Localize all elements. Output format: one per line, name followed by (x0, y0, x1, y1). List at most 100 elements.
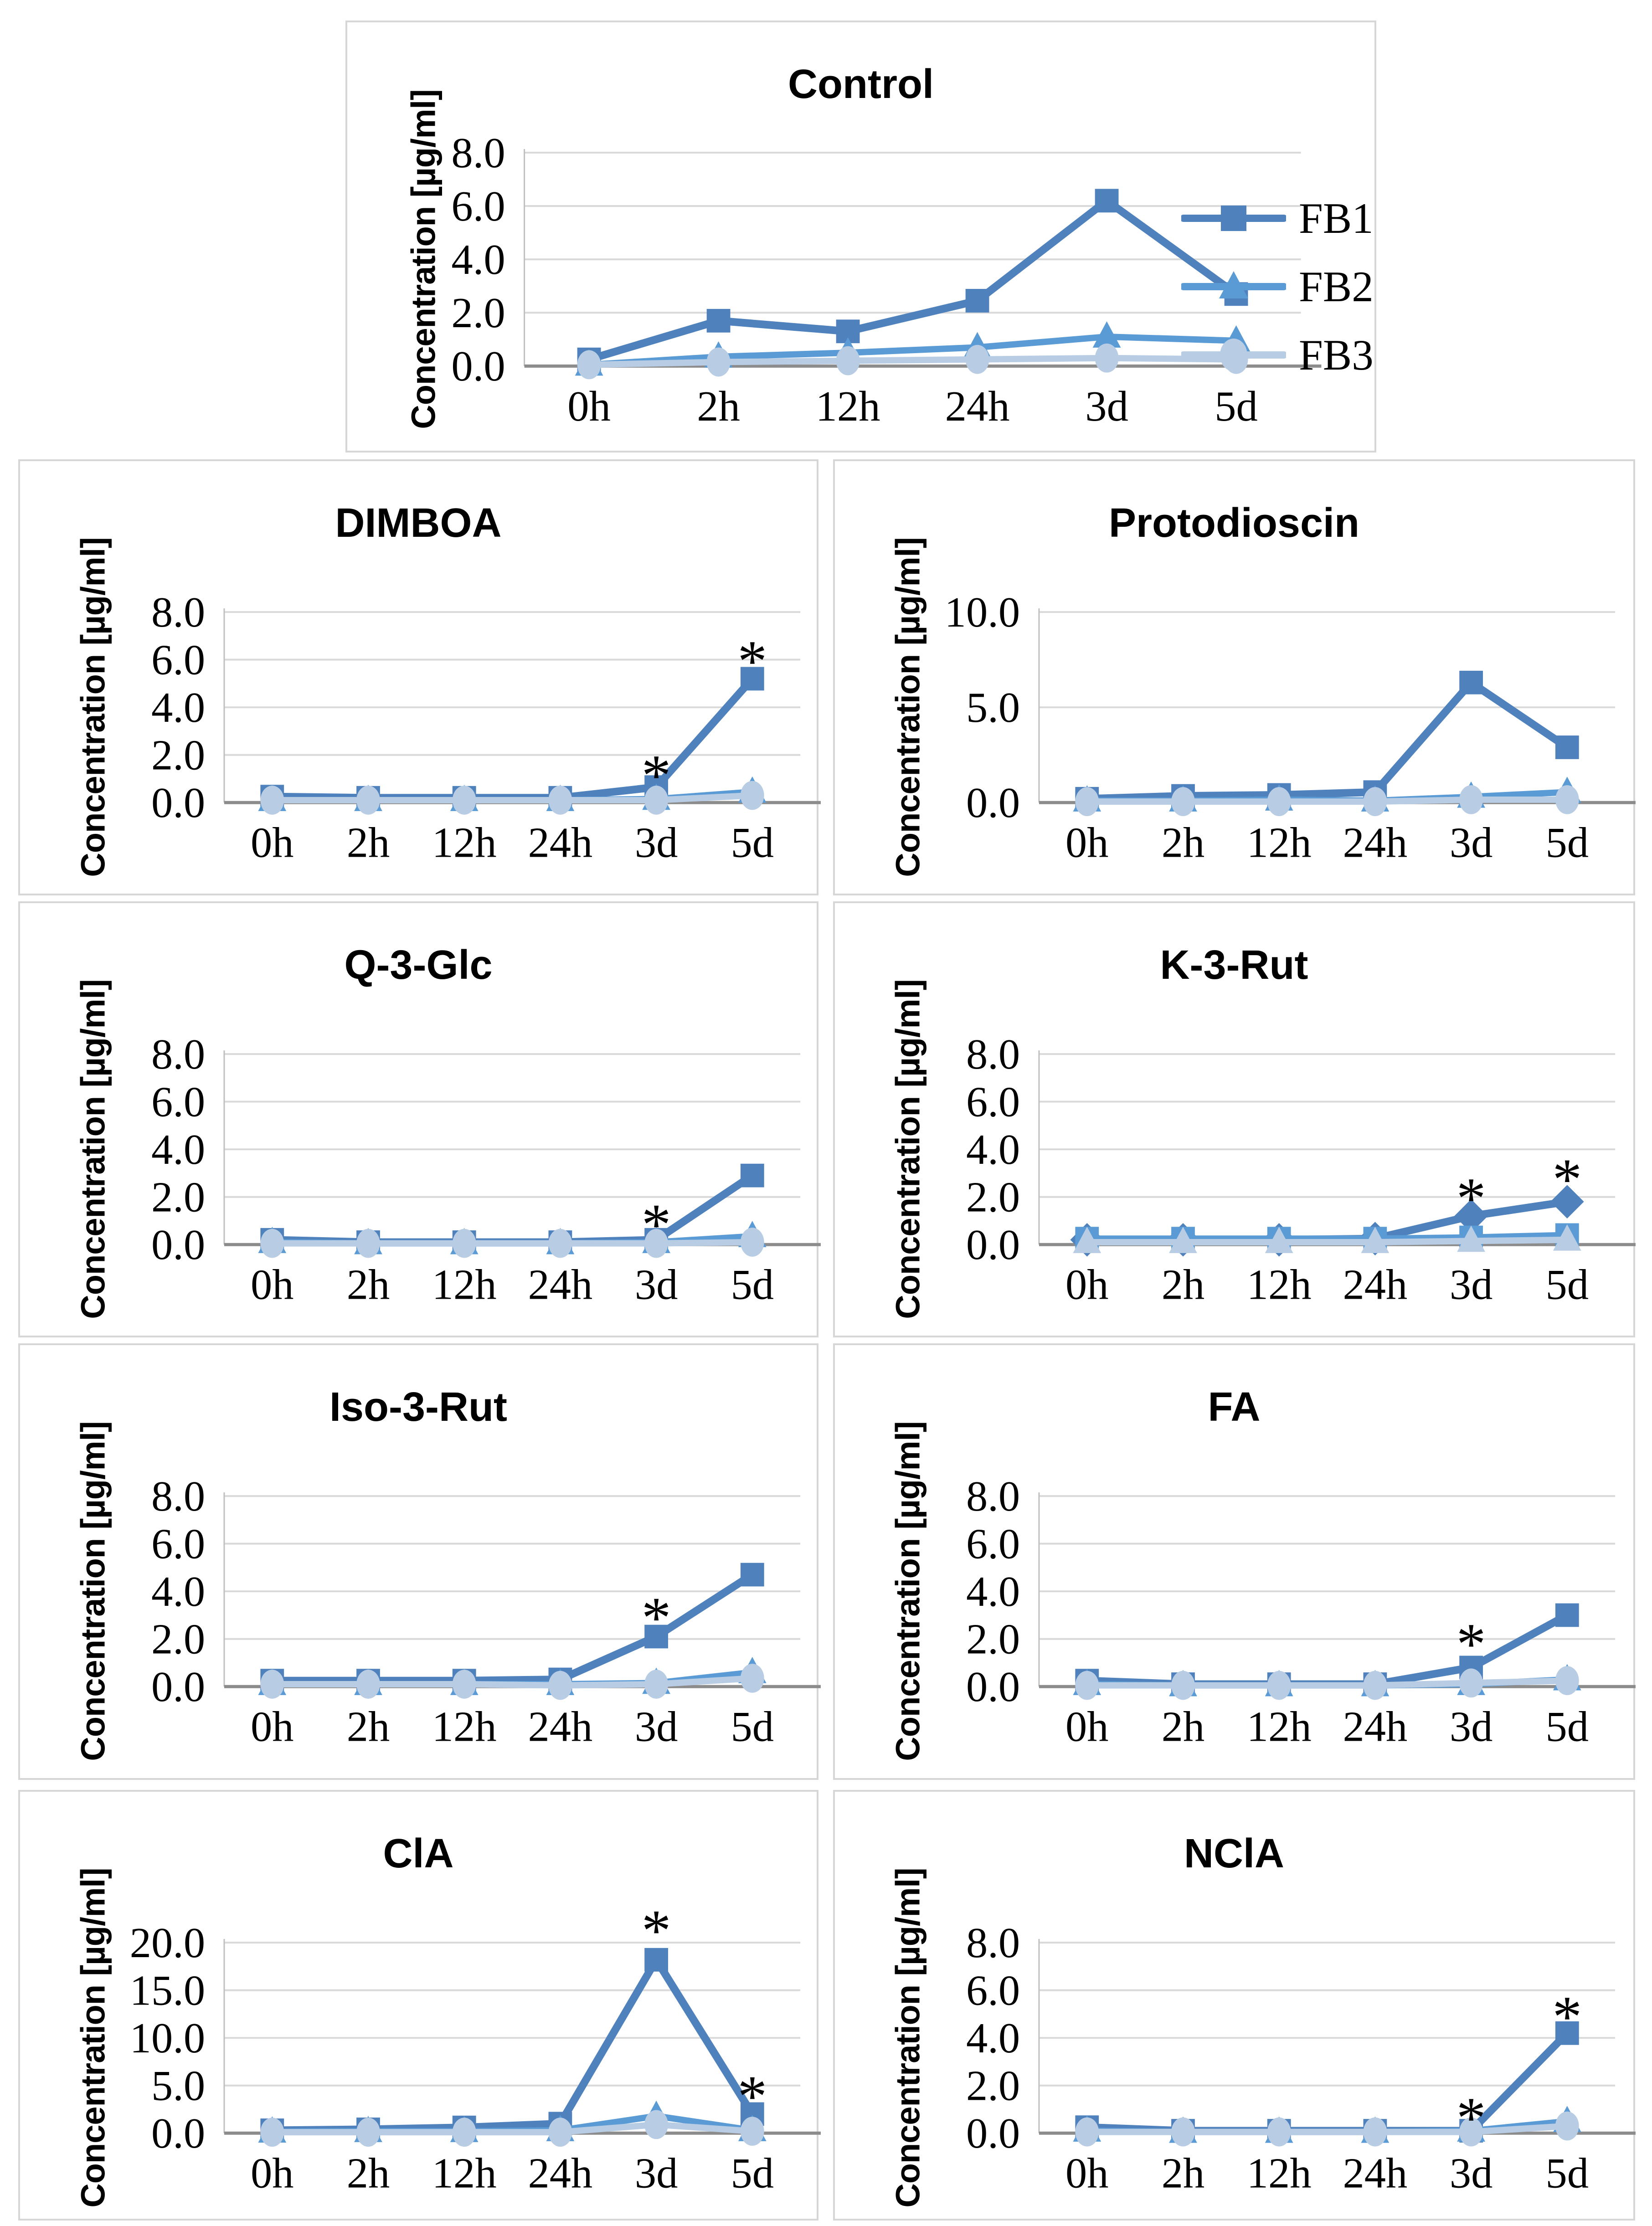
y-tick-label: 10.0 (945, 589, 1020, 636)
fb3-marker-circle (1363, 787, 1387, 816)
x-tick-label: 2h (347, 2150, 390, 2197)
y-tick-label: 8.0 (451, 129, 505, 177)
fb3-series-line (272, 792, 753, 803)
fb1-series-line (1087, 677, 1570, 803)
fb3-marker-circle (644, 1670, 668, 1699)
fb3-series-line (1087, 1677, 1567, 1689)
y-tick-label: 0.0 (151, 1663, 205, 1711)
plot-area: 0.0 5.0 10.0 0h 2h 12h 24h 3d 5d (945, 589, 1636, 867)
chart-title: Protodioscin (1108, 500, 1360, 546)
y-tick-label: 20.0 (130, 1919, 205, 1967)
x-tick-label: 2h (697, 383, 740, 430)
chart-tile-cla: ClA Concentration [µg/ml] 0.0 5.0 10.0 15.0… (18, 1790, 821, 2221)
y-tick-label: 0.0 (966, 779, 1020, 827)
x-tick-label: 0h (251, 2150, 294, 2197)
fb1-marker-square (706, 308, 731, 333)
y-tick-label: 0.0 (451, 343, 505, 390)
y-tick-label: 2.0 (966, 1174, 1020, 1221)
y-tick-label: 6.0 (966, 1521, 1020, 1568)
fb3-marker-circle (1171, 787, 1195, 816)
fb3-marker-circle (1075, 1671, 1099, 1700)
y-tick-label: 4.0 (966, 2015, 1020, 2062)
fb3-marker-circle (548, 786, 572, 815)
plot-area: 0.02.04.06.08.0 0h 2h 12h 24h 3d 5d * * (966, 1031, 1636, 1309)
x-tick-label: 2h (347, 1703, 390, 1751)
y-tick-label: 6.0 (451, 183, 505, 230)
fb3-marker-circle (1171, 2117, 1195, 2147)
fb3-series-line (1087, 2123, 1568, 2135)
fb3-marker-circle (740, 781, 764, 810)
chart-title: K-3-Rut (1160, 942, 1308, 988)
fb3-marker-circle (1267, 1671, 1291, 1700)
x-tick-label: 24h (1343, 2150, 1407, 2197)
x-tick-label: 2h (1162, 819, 1205, 867)
y-tick-label: 6.0 (151, 1521, 205, 1568)
y-tick-label: 4.0 (966, 1568, 1020, 1615)
chart-title: FA (1208, 1384, 1261, 1430)
fb1-series-line (272, 1571, 755, 1685)
fb3-marker-triangle (1553, 1224, 1581, 1251)
chart-title: Iso-3-Rut (329, 1384, 507, 1430)
fb3-marker-circle (356, 1229, 380, 1258)
y-tick-label: 0.0 (966, 1663, 1020, 1711)
significance-asterisk: * (737, 628, 767, 694)
fb3-marker-circle (644, 1229, 668, 1258)
fb1-marker-diamond (1550, 1185, 1584, 1218)
legend: FB1 FB2 FB3 (1181, 184, 1377, 389)
legend-item-fb2: FB2 (1181, 252, 1377, 321)
significance-asterisk: * (1456, 1166, 1486, 1231)
fb3-marker-circle (1555, 2111, 1579, 2141)
significance-asterisk: * (1552, 1984, 1582, 2049)
fb3-marker-circle (965, 344, 989, 374)
legend-label: FB3 (1299, 331, 1374, 379)
fb3-marker-circle (452, 786, 476, 815)
x-tick-label: 5d (731, 1703, 774, 1751)
fb3-marker-circle (548, 1229, 572, 1258)
fb3-marker-circle (740, 1664, 764, 1693)
fb2-series-swatch-icon (1181, 271, 1286, 298)
x-tick-label: 3d (1450, 1703, 1493, 1751)
x-tick-label: 3d (1450, 819, 1493, 867)
fb3-marker-circle (452, 2118, 476, 2147)
fb3-marker-circle (452, 1229, 476, 1258)
x-tick-label: 24h (1343, 1703, 1407, 1751)
x-tick-label: 12h (1247, 1261, 1312, 1309)
chart-title: Control (788, 62, 934, 107)
x-tick-label: 0h (1065, 2150, 1109, 2197)
fb1-marker-square (1555, 735, 1579, 759)
fb3-marker-circle (548, 2118, 572, 2147)
x-tick-label: 5d (731, 819, 774, 867)
fb1-series-swatch-icon (1181, 206, 1286, 231)
y-tick-label: 4.0 (451, 236, 505, 283)
y-tick-label: 2.0 (151, 1616, 205, 1663)
fb1-series-line (272, 676, 756, 802)
x-tick-label: 24h (1343, 1261, 1407, 1309)
fb3-marker-circle (1171, 1671, 1195, 1700)
x-tick-label: 2h (1162, 2150, 1205, 2197)
fb3-marker-circle (260, 2118, 284, 2147)
fb3-series-line (589, 355, 1236, 368)
y-tick-label: 8.0 (151, 1473, 205, 1520)
fb3-series-line (272, 1675, 753, 1689)
fb3-marker-circle (260, 786, 284, 815)
legend-item-fb1: FB1 (1181, 184, 1377, 252)
x-tick-label: 5d (1215, 383, 1258, 430)
x-tick-label: 2h (347, 819, 390, 867)
fb1-marker-diamond (1454, 1199, 1488, 1233)
fb3-marker-circle (260, 1229, 284, 1258)
y-tick-label: 0.0 (151, 2110, 205, 2157)
y-tick-label: 4.0 (966, 1126, 1020, 1173)
y-tick-label: 0.0 (151, 779, 205, 827)
y-tick-label: 0.0 (966, 1221, 1020, 1269)
significance-asterisk: * (642, 743, 671, 808)
x-tick-label: 3d (1085, 383, 1128, 430)
x-tick-label: 0h (1065, 1261, 1109, 1309)
fb1-legend-marker (1221, 206, 1246, 231)
fb3-marker-circle (1363, 2117, 1387, 2147)
significance-asterisk: * (1456, 1611, 1486, 1676)
y-tick-label: 8.0 (966, 1031, 1020, 1078)
plot-area: 0.02.04.06.08.0 0h 2h 12h 24h 3d 5d * (151, 1473, 821, 1751)
x-tick-label: 0h (251, 1703, 294, 1751)
fb3-marker-circle (548, 1671, 572, 1700)
x-tick-label: 12h (432, 819, 497, 867)
